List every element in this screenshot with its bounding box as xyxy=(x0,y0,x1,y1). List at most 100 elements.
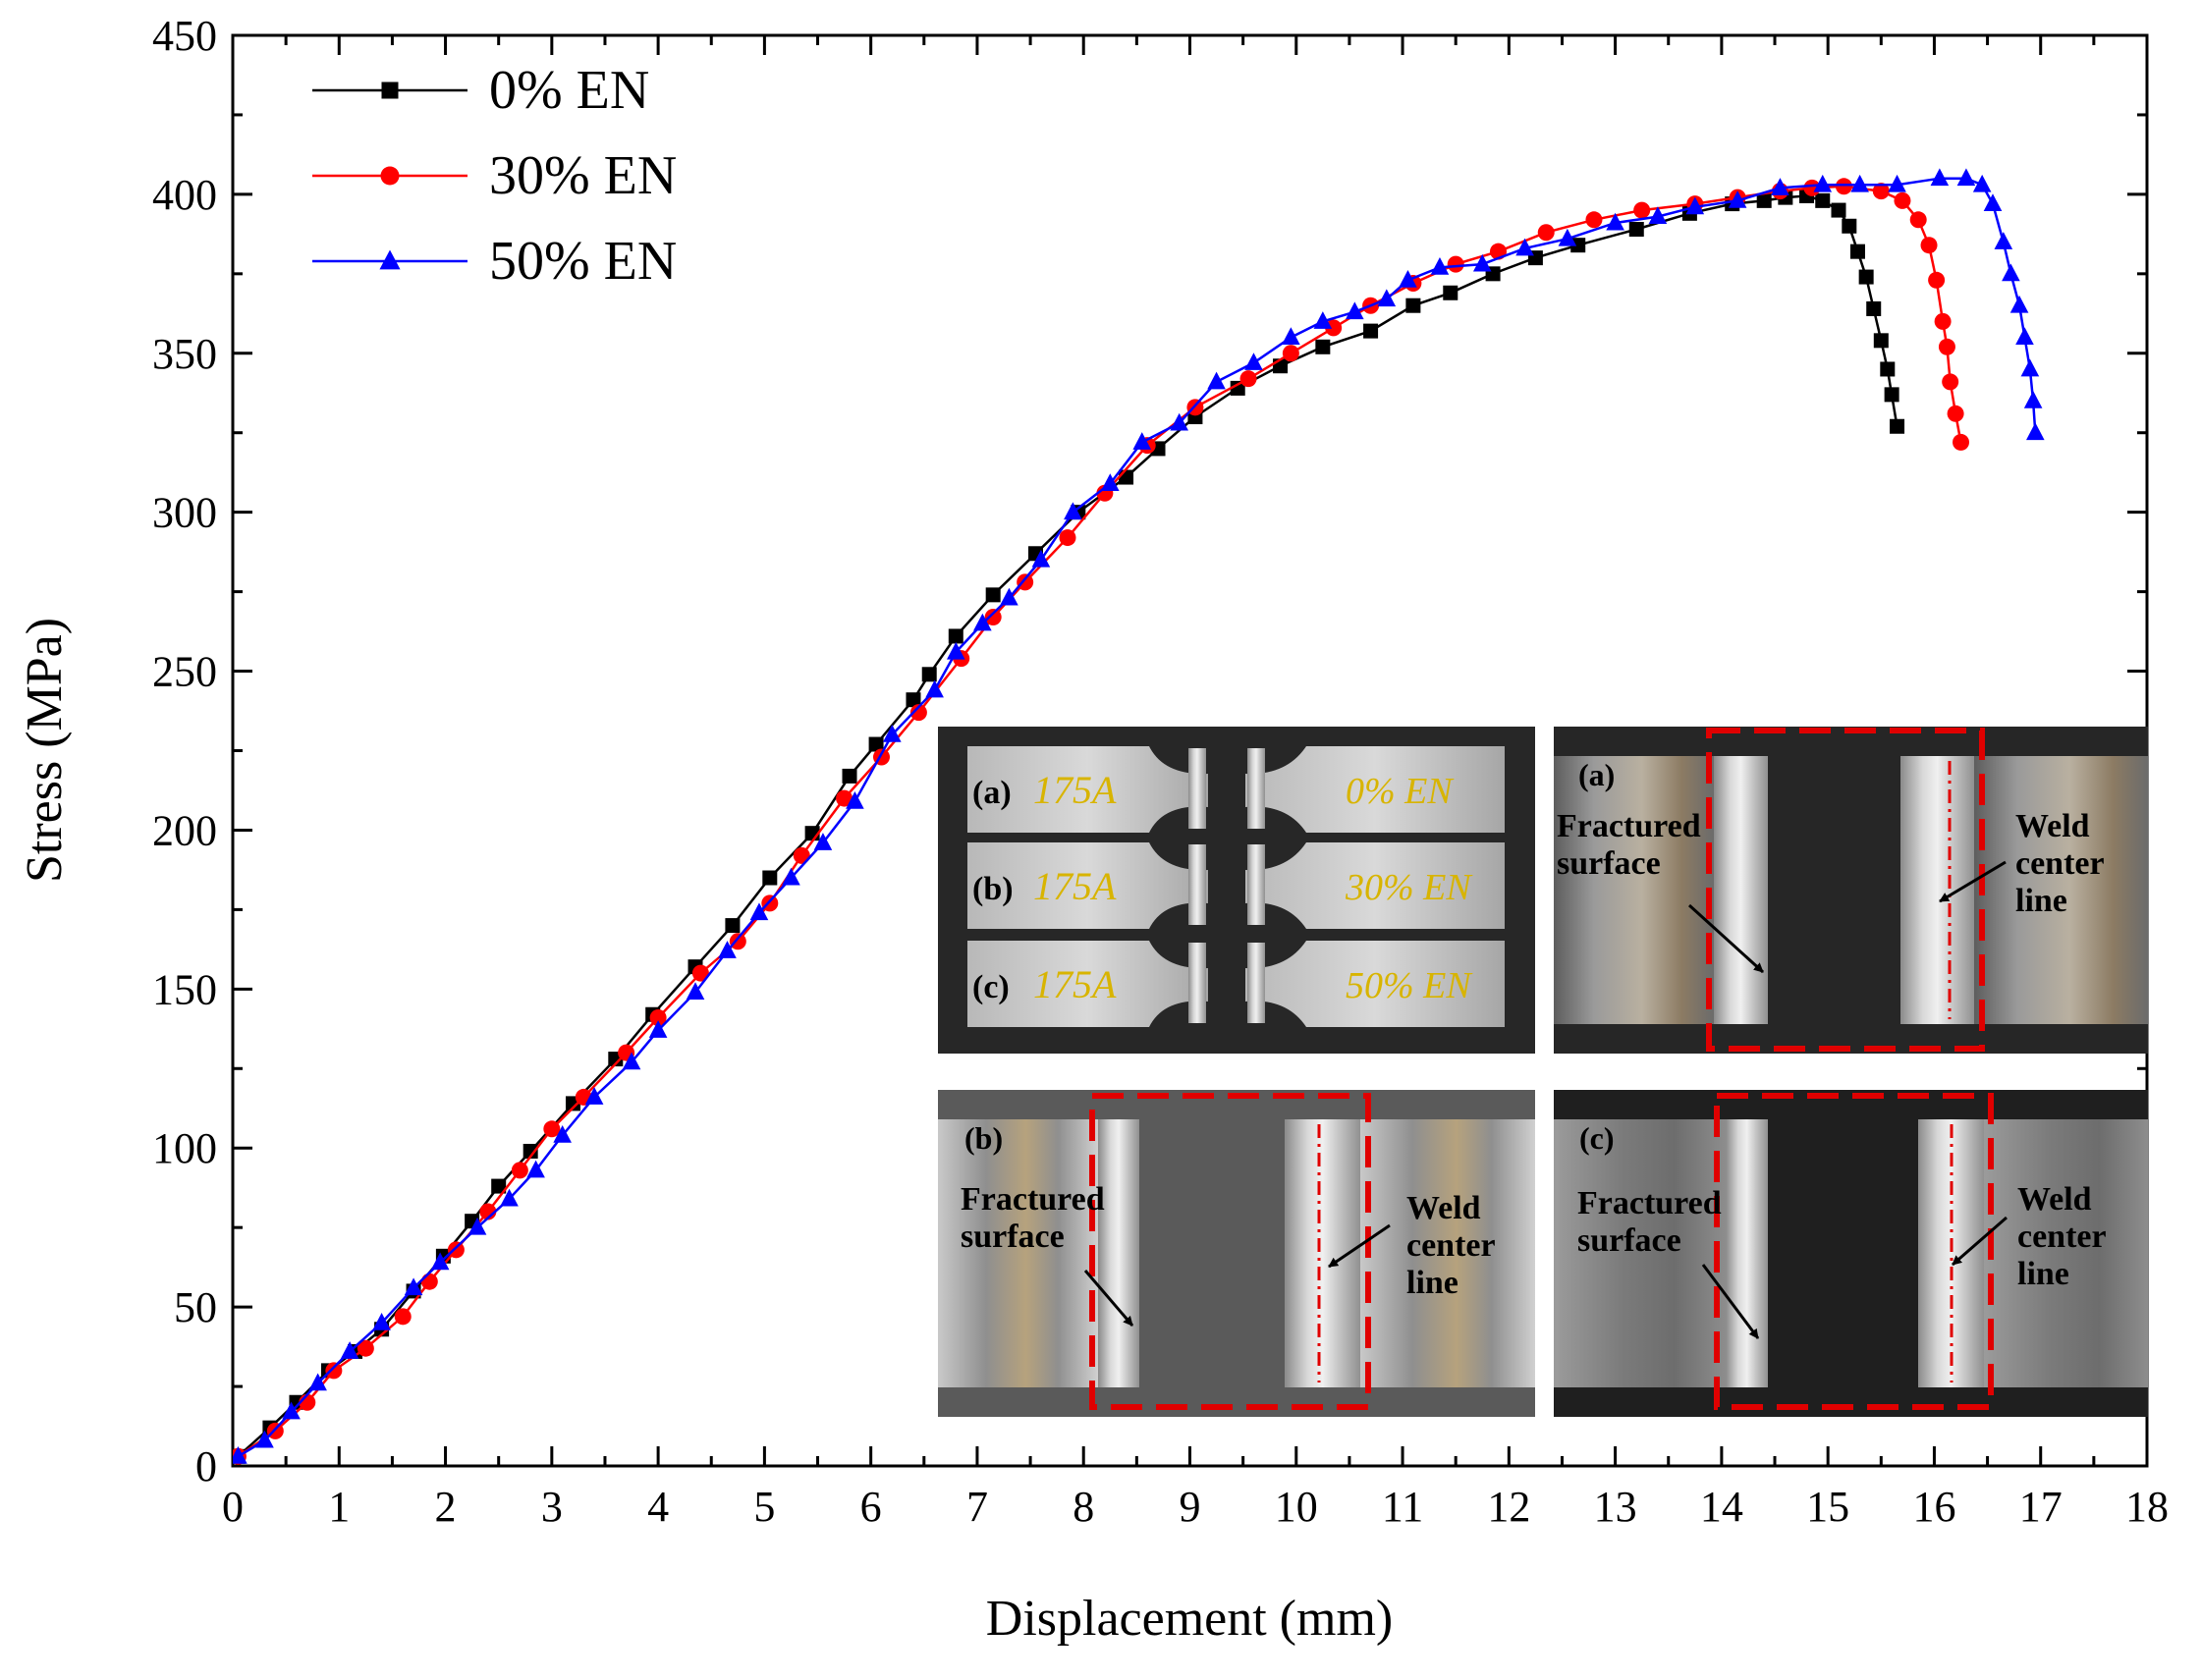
data-point xyxy=(1244,352,1263,370)
data-point xyxy=(1472,253,1492,272)
data-point xyxy=(1815,192,1831,208)
data-point xyxy=(372,1313,391,1330)
data-point xyxy=(1771,178,1789,195)
data-point xyxy=(1872,183,1890,200)
x-tick-label: 12 xyxy=(1487,1483,1530,1531)
y-tick-label: 0 xyxy=(195,1442,217,1490)
data-point xyxy=(1920,237,1938,254)
x-tick-label: 0 xyxy=(222,1483,244,1531)
data-point xyxy=(584,1087,604,1105)
specimen-left-weld xyxy=(1188,943,1206,1023)
data-point xyxy=(1983,193,2003,212)
data-point xyxy=(2002,263,2020,282)
data-point xyxy=(622,1052,641,1070)
axis-layer: 0 1 2 3 4 5 6 7 8 9 10 11 12 13 14 15 16 17 18050100150200… xyxy=(152,12,2169,1531)
data-point xyxy=(1909,211,1927,229)
data-point xyxy=(906,692,921,708)
specimen-right-label: 30% EN xyxy=(1345,867,1473,908)
y-tick-label: 350 xyxy=(152,330,217,378)
data-point xyxy=(1405,298,1421,313)
fractured-surface-label: Fractured surface xyxy=(1557,808,1701,882)
data-point xyxy=(340,1341,359,1359)
data-point xyxy=(793,846,810,864)
data-point xyxy=(1756,192,1772,208)
specimen-right-weld xyxy=(1247,844,1265,925)
data-point xyxy=(985,587,1001,603)
x-tick-label: 15 xyxy=(1806,1483,1849,1531)
data-point xyxy=(1064,502,1082,520)
fractured-weld-left xyxy=(1714,756,1768,1024)
data-point xyxy=(1606,212,1624,231)
data-point xyxy=(1835,178,1852,195)
x-tick-label: 11 xyxy=(1382,1483,1423,1531)
data-point xyxy=(1119,469,1134,485)
data-point xyxy=(1866,300,1882,316)
data-point xyxy=(1930,168,1950,187)
data-point xyxy=(948,628,963,644)
data-point xyxy=(255,1430,274,1448)
specimen-right-half xyxy=(1245,842,1505,929)
data-point xyxy=(2020,358,2040,377)
data-point xyxy=(404,1277,423,1296)
y-tick-label: 50 xyxy=(174,1283,217,1331)
data-point xyxy=(973,613,992,631)
base-metal-left xyxy=(1554,756,1714,1024)
data-point xyxy=(1515,238,1534,256)
data-point xyxy=(2023,391,2043,408)
specimen-right-weld xyxy=(1247,748,1265,829)
data-point xyxy=(543,1120,561,1138)
data-point xyxy=(648,1020,668,1038)
data-point xyxy=(1059,529,1076,547)
base-metal-right xyxy=(1360,1119,1535,1387)
data-point xyxy=(909,704,927,722)
base-metal-left xyxy=(1554,1119,1726,1387)
data-point xyxy=(649,1008,667,1026)
specimen-row: (a) 175A 0% EN xyxy=(967,746,1505,833)
inset-fracture-photo: (a) Fractured surface Weld center line xyxy=(1554,727,2148,1054)
data-point xyxy=(1648,206,1668,224)
fracture-region-box xyxy=(1089,1093,1371,1410)
y-tick-label: 250 xyxy=(152,648,217,696)
specimen-left-label: 175A xyxy=(1033,768,1117,812)
x-tick-label: 8 xyxy=(1073,1483,1094,1531)
data-point xyxy=(1230,380,1245,396)
data-point xyxy=(1728,190,1747,208)
data-point xyxy=(1399,270,1417,288)
weld-arrow xyxy=(1952,1216,2008,1267)
fractured-weld-left xyxy=(1098,1119,1139,1387)
data-point xyxy=(1956,168,1976,187)
data-point xyxy=(1132,432,1152,450)
data-point xyxy=(1239,370,1257,388)
data-point xyxy=(1000,587,1018,606)
legend-label: 0% EN xyxy=(489,60,649,121)
weld-center-line-label: Weld center line xyxy=(1406,1190,1496,1301)
data-point xyxy=(1633,201,1651,219)
data-point xyxy=(1894,191,1911,209)
specimen-left-half xyxy=(967,941,1208,1027)
x-tick-label: 9 xyxy=(1180,1483,1201,1531)
data-point xyxy=(447,1241,465,1259)
specimen-left-label: 175A xyxy=(1033,962,1117,1006)
data-point xyxy=(1953,433,1970,451)
data-point xyxy=(686,982,705,1001)
data-point xyxy=(836,789,853,807)
data-point xyxy=(718,941,737,958)
data-point xyxy=(2015,327,2034,346)
y-tick-label: 400 xyxy=(152,171,217,219)
data-point xyxy=(430,1252,450,1271)
series-layer xyxy=(233,168,2045,1465)
data-point xyxy=(1858,269,1874,285)
x-tick-label: 1 xyxy=(328,1483,350,1531)
y-tick-label: 300 xyxy=(152,489,217,537)
x-axis-label: Displacement (mm) xyxy=(986,1591,1393,1647)
x-tick-label: 10 xyxy=(1275,1483,1318,1531)
y-tick-label: 150 xyxy=(152,965,217,1013)
data-point xyxy=(233,1445,248,1464)
x-tick-label: 2 xyxy=(435,1483,457,1531)
data-point xyxy=(1282,327,1300,346)
data-point xyxy=(325,1362,343,1380)
data-point xyxy=(1873,333,1889,349)
specimen-right-label: 0% EN xyxy=(1346,771,1455,812)
data-point xyxy=(1994,232,2013,249)
data-point xyxy=(553,1124,572,1143)
